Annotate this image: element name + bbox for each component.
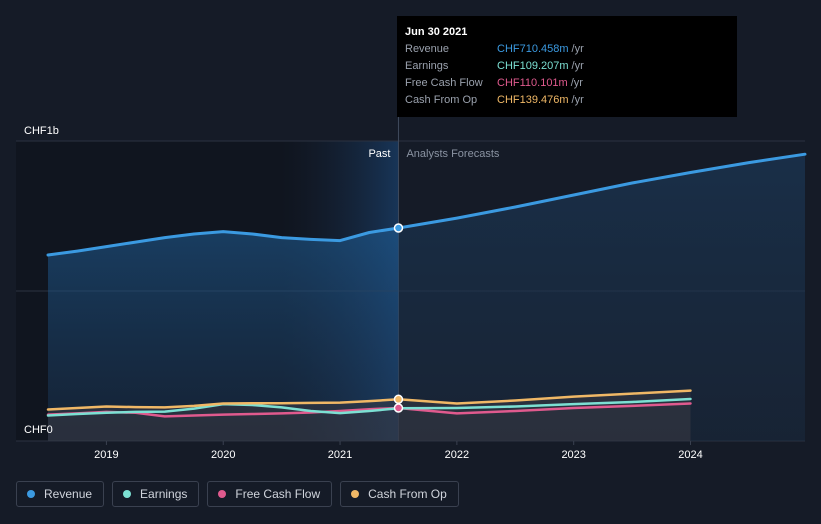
legend-item-free-cash-flow[interactable]: Free Cash Flow [207, 481, 333, 507]
chart-svg: CHF1b CHF0 Past Analysts Forecasts 2019 2020 2… [16, 16, 807, 461]
x-tick-label: 2022 [445, 449, 469, 461]
x-tick-label: 2023 [561, 449, 585, 461]
legend-label: Revenue [44, 487, 93, 501]
tooltip-value: CHF110.101m [497, 77, 568, 89]
revenue-area-past [48, 228, 399, 441]
legend-dot-icon [27, 490, 35, 498]
tooltip-value: CHF139.476m [497, 94, 569, 106]
tooltip-unit: /yr [570, 77, 583, 89]
marker-free-cash-flow [393, 403, 404, 413]
marker-revenue [393, 223, 404, 233]
cash-from-op-area [48, 390, 691, 441]
legend-dot-icon [351, 490, 360, 498]
tooltip-row-cash-from-op: Cash From Op CHF139.476m /yr [405, 92, 729, 109]
tooltip-row-free-cash-flow: Free Cash Flow CHF110.101m /yr [405, 75, 729, 92]
marker-cash-from-op [393, 394, 404, 405]
tooltip-label: Revenue [405, 43, 450, 55]
x-tick-label: 2024 [678, 449, 702, 461]
forecast-label: Analysts Forecasts [406, 148, 499, 160]
tooltip-date: Jun 30 2021 [405, 26, 468, 38]
chart-legend: Revenue Earnings Free Cash Flow Cash Fro… [16, 481, 467, 509]
legend-item-earnings[interactable]: Earnings [112, 481, 200, 507]
tooltip-value: CHF109.207m [497, 60, 569, 72]
series-line-revenue [46, 152, 807, 257]
tooltip-row-earnings: Earnings CHF109.207m /yr [405, 58, 729, 75]
legend-item-cash-from-op[interactable]: Cash From Op [340, 481, 459, 507]
legend-label: Earnings [140, 487, 188, 501]
tooltip-unit: /yr [571, 94, 584, 106]
legend-dot-icon [123, 490, 132, 498]
x-tick-label: 2020 [211, 449, 235, 461]
revenue-area-forecast [398, 154, 805, 441]
legend-label: Free Cash Flow [235, 487, 321, 501]
tooltip-label: Earnings [405, 60, 449, 72]
series-line-earnings [46, 397, 692, 417]
x-tick-label: 2019 [94, 449, 118, 461]
y-axis-label-bottom: CHF0 [24, 424, 53, 436]
series-line-cash-from-op [46, 389, 692, 411]
tooltip-label: Free Cash Flow [405, 77, 483, 89]
tooltip-unit: /yr [571, 60, 584, 72]
tooltip-unit: /yr [571, 43, 584, 55]
legend-label: Cash From Op [368, 487, 447, 501]
chart-tooltip: Jun 30 2021 Revenue CHF710.458m /yr Earn… [397, 16, 737, 117]
tooltip-label: Cash From Op [405, 94, 478, 106]
legend-dot-icon [218, 490, 227, 498]
past-label: Past [368, 148, 390, 160]
x-tick-label: 2021 [328, 449, 352, 461]
legend-item-revenue[interactable]: Revenue [16, 481, 105, 507]
tooltip-value: CHF710.458m [497, 43, 569, 55]
tooltip-row-revenue: Revenue CHF710.458m /yr [405, 41, 729, 58]
y-axis-label-top: CHF1b [24, 125, 59, 137]
